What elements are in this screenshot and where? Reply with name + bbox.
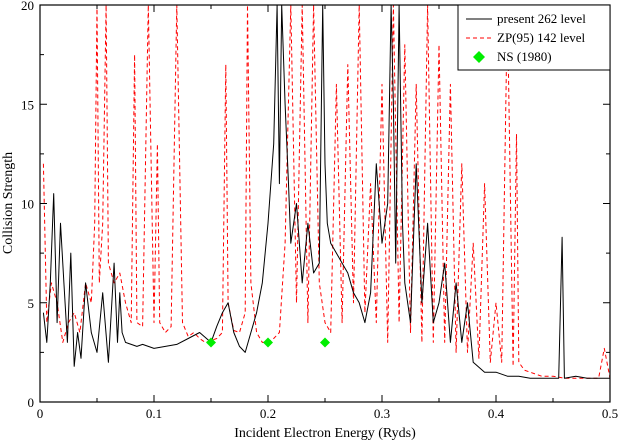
ns-marker <box>263 337 273 348</box>
x-tick-label: 0.2 <box>260 406 276 421</box>
legend-label-ns: NS (1980) <box>497 49 552 64</box>
x-axis-label: Incident Electron Energy (Ryds) <box>234 426 416 441</box>
y-tick-label: 5 <box>28 296 35 311</box>
legend: present 262 level ZP(95) 142 level NS (1… <box>457 4 611 71</box>
y-tick-label: 10 <box>21 197 34 212</box>
series-line-present <box>42 4 610 379</box>
y-tick-label: 15 <box>21 97 34 112</box>
ns-marker <box>206 337 216 348</box>
y-axis-label: Collision Strength <box>1 152 16 254</box>
x-tick-label: 0.3 <box>374 406 390 421</box>
x-tick-label: 0.5 <box>602 406 618 421</box>
x-tick-label: 0.4 <box>488 406 505 421</box>
ns-marker <box>320 337 330 348</box>
y-tick-label: 0 <box>28 395 35 410</box>
legend-label-zp: ZP(95) 142 level <box>497 30 585 45</box>
legend-marker-ns <box>473 51 485 63</box>
x-tick-label: 0.1 <box>146 406 162 421</box>
x-tick-label: 0 <box>37 406 44 421</box>
legend-label-present: present 262 level <box>497 11 586 26</box>
y-tick-label: 20 <box>21 0 34 13</box>
